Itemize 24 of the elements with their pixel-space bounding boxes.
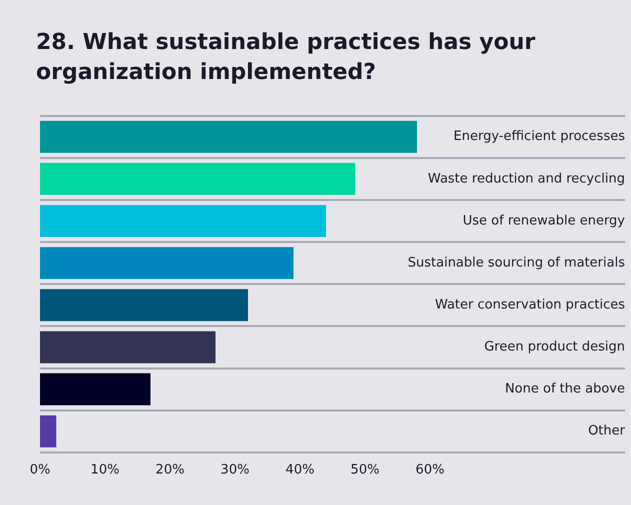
x-tick-label: 40% — [286, 462, 314, 478]
chart-title: 28. What sustainable practices has your organization implemented? — [36, 29, 536, 87]
y-tick-label: Water conservation practices — [434, 298, 626, 313]
bar — [40, 289, 248, 322]
bar — [40, 162, 356, 195]
y-tick-label: Use of renewable energy — [462, 213, 626, 228]
x-tick-label: 20% — [156, 462, 184, 478]
bar — [40, 205, 326, 237]
x-tick-label: 0% — [30, 462, 50, 478]
bar — [40, 247, 294, 280]
bar — [40, 331, 216, 364]
y-tick-label: Other — [588, 424, 626, 439]
y-tick-label: Sustainable sourcing of materials — [408, 255, 626, 270]
x-tick-label: 30% — [220, 462, 250, 478]
bar — [40, 373, 150, 406]
bar — [40, 120, 417, 153]
y-tick-label: Green product design — [484, 340, 625, 355]
x-tick-label: 10% — [90, 462, 120, 478]
y-tick-label: None of the above — [504, 382, 625, 397]
y-tick-label: Waste reduction and recycling — [428, 171, 625, 186]
bar — [40, 415, 56, 448]
x-tick-label: 60% — [416, 462, 444, 478]
x-tick-label: 50% — [350, 462, 380, 478]
y-tick-label: Energy-efficient processes — [454, 129, 626, 144]
